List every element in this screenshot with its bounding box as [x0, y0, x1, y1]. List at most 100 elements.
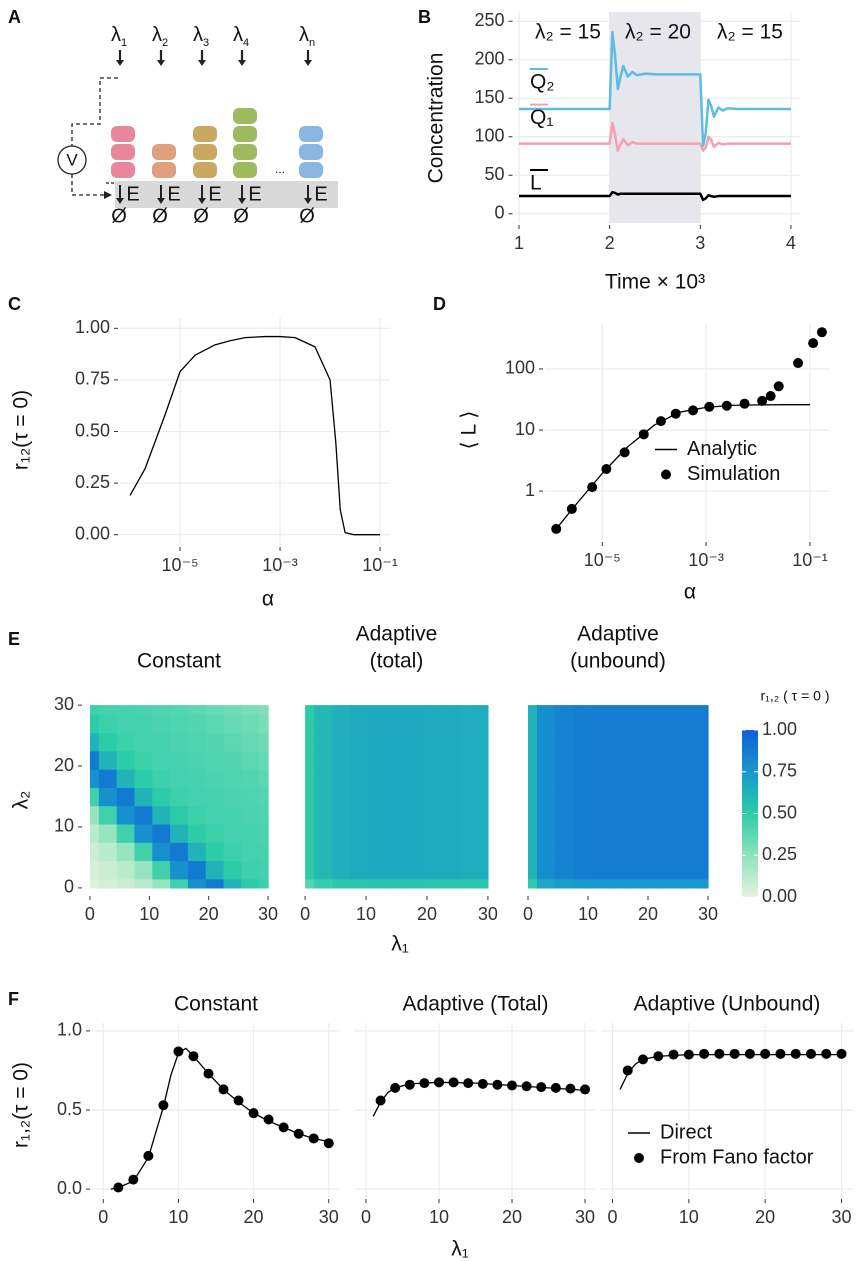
heat-cell [117, 860, 135, 879]
input-rate-label: λ3 [193, 24, 209, 49]
heat-cell [188, 769, 206, 788]
heat-cell [442, 733, 461, 752]
heat-cell [134, 860, 152, 879]
heat-cell [479, 733, 489, 752]
heat-cell [369, 806, 388, 825]
data-point [551, 524, 561, 534]
heat-cell [90, 824, 100, 843]
data-point [688, 405, 698, 415]
heat-cell [609, 860, 628, 879]
x-tick-label: 10⁻³ [688, 550, 724, 570]
data-point [704, 402, 714, 412]
data-point [638, 1054, 648, 1064]
heat-cell [188, 806, 206, 825]
panel-title: Adaptive [577, 623, 659, 646]
heat-cell [479, 879, 489, 889]
panel-title: (total) [370, 650, 424, 673]
y-tick-label: 0.5 [57, 1099, 82, 1119]
heat-cell [152, 806, 170, 825]
annotation: λ₂ = 15 [717, 21, 783, 44]
heat-cell [681, 806, 700, 825]
x-tick-label: 10⁻³ [262, 555, 298, 575]
heat-cell [152, 824, 170, 843]
x-tick-label: 20 [244, 1207, 264, 1227]
data-point [234, 1096, 244, 1106]
heat-cell [206, 860, 224, 879]
heat-cell [259, 705, 269, 715]
arrow-head [198, 60, 206, 66]
heat-cell [479, 860, 489, 879]
heat-cell [591, 842, 610, 861]
heat-cell [152, 860, 170, 879]
data-point [722, 401, 732, 411]
heat-cell [699, 842, 709, 861]
heat-cell [573, 806, 592, 825]
heat-cell [537, 769, 556, 788]
heat-cell [134, 787, 152, 806]
x-tick-label: 0 [523, 904, 533, 924]
data-point [808, 338, 818, 348]
heat-cell [99, 769, 117, 788]
heat-cell [573, 860, 592, 879]
heat-cell [537, 879, 556, 889]
arrow-head [157, 60, 165, 66]
data-point [730, 1049, 740, 1059]
heat-cell [699, 824, 709, 843]
heat-cell [369, 787, 388, 806]
colorbar-label: 0.00 [762, 886, 797, 906]
y-tick-label: 0.00 [75, 523, 110, 543]
molecule-block [299, 144, 323, 160]
heat-cell [90, 714, 100, 733]
data-point [714, 1049, 724, 1059]
input-rate-index: 1 [121, 37, 127, 49]
heat-cell [333, 824, 352, 843]
heat-cell [241, 705, 259, 715]
heat-cell [573, 705, 592, 715]
heat-cell [645, 824, 664, 843]
heat-cell [224, 714, 242, 733]
x-tick-label: 10⁻¹ [362, 555, 398, 575]
heat-cell [479, 787, 489, 806]
heat-cell [259, 769, 269, 788]
heat-cell [351, 842, 370, 861]
heat-cell [424, 769, 443, 788]
heat-cell [406, 824, 425, 843]
heat-cell [351, 769, 370, 788]
heat-cell [479, 842, 489, 861]
data-point [158, 1100, 168, 1110]
input-rate-symbol: λ [299, 24, 309, 46]
heat-cell [314, 733, 333, 752]
data-point [449, 1077, 459, 1087]
heat-cell [663, 879, 682, 889]
heat-cell [351, 733, 370, 752]
heat-cell [627, 787, 646, 806]
input-rate-label: λ1 [111, 24, 127, 49]
heat-cell [99, 842, 117, 861]
heat-cell [555, 751, 574, 770]
colorbar-label: 0.25 [762, 844, 797, 864]
heat-cell [609, 705, 628, 715]
heat-cell [537, 842, 556, 861]
heat-cell [351, 879, 370, 889]
heat-cell [369, 705, 388, 715]
molecule-block [193, 144, 217, 160]
heat-cell [387, 714, 406, 733]
input-rate-label: λn [299, 24, 315, 49]
heat-cell [645, 806, 664, 825]
arrow-head [304, 60, 312, 66]
y-axis-label: r₁₂(τ = 0) [10, 390, 33, 470]
enzyme-label: E [248, 183, 261, 205]
y-tick-label: 20 [54, 755, 74, 775]
legend-label: Direct [660, 1121, 713, 1143]
molecule-block [233, 144, 257, 160]
data-point [324, 1138, 334, 1148]
heat-cell [424, 787, 443, 806]
heat-cell [134, 714, 152, 733]
data-point [405, 1080, 415, 1090]
x-tick-label: 10 [679, 1207, 699, 1227]
molecule-block [233, 126, 257, 142]
data-point [419, 1078, 429, 1088]
heat-cell [305, 824, 315, 843]
heat-cell [90, 860, 100, 879]
heat-cell [406, 769, 425, 788]
